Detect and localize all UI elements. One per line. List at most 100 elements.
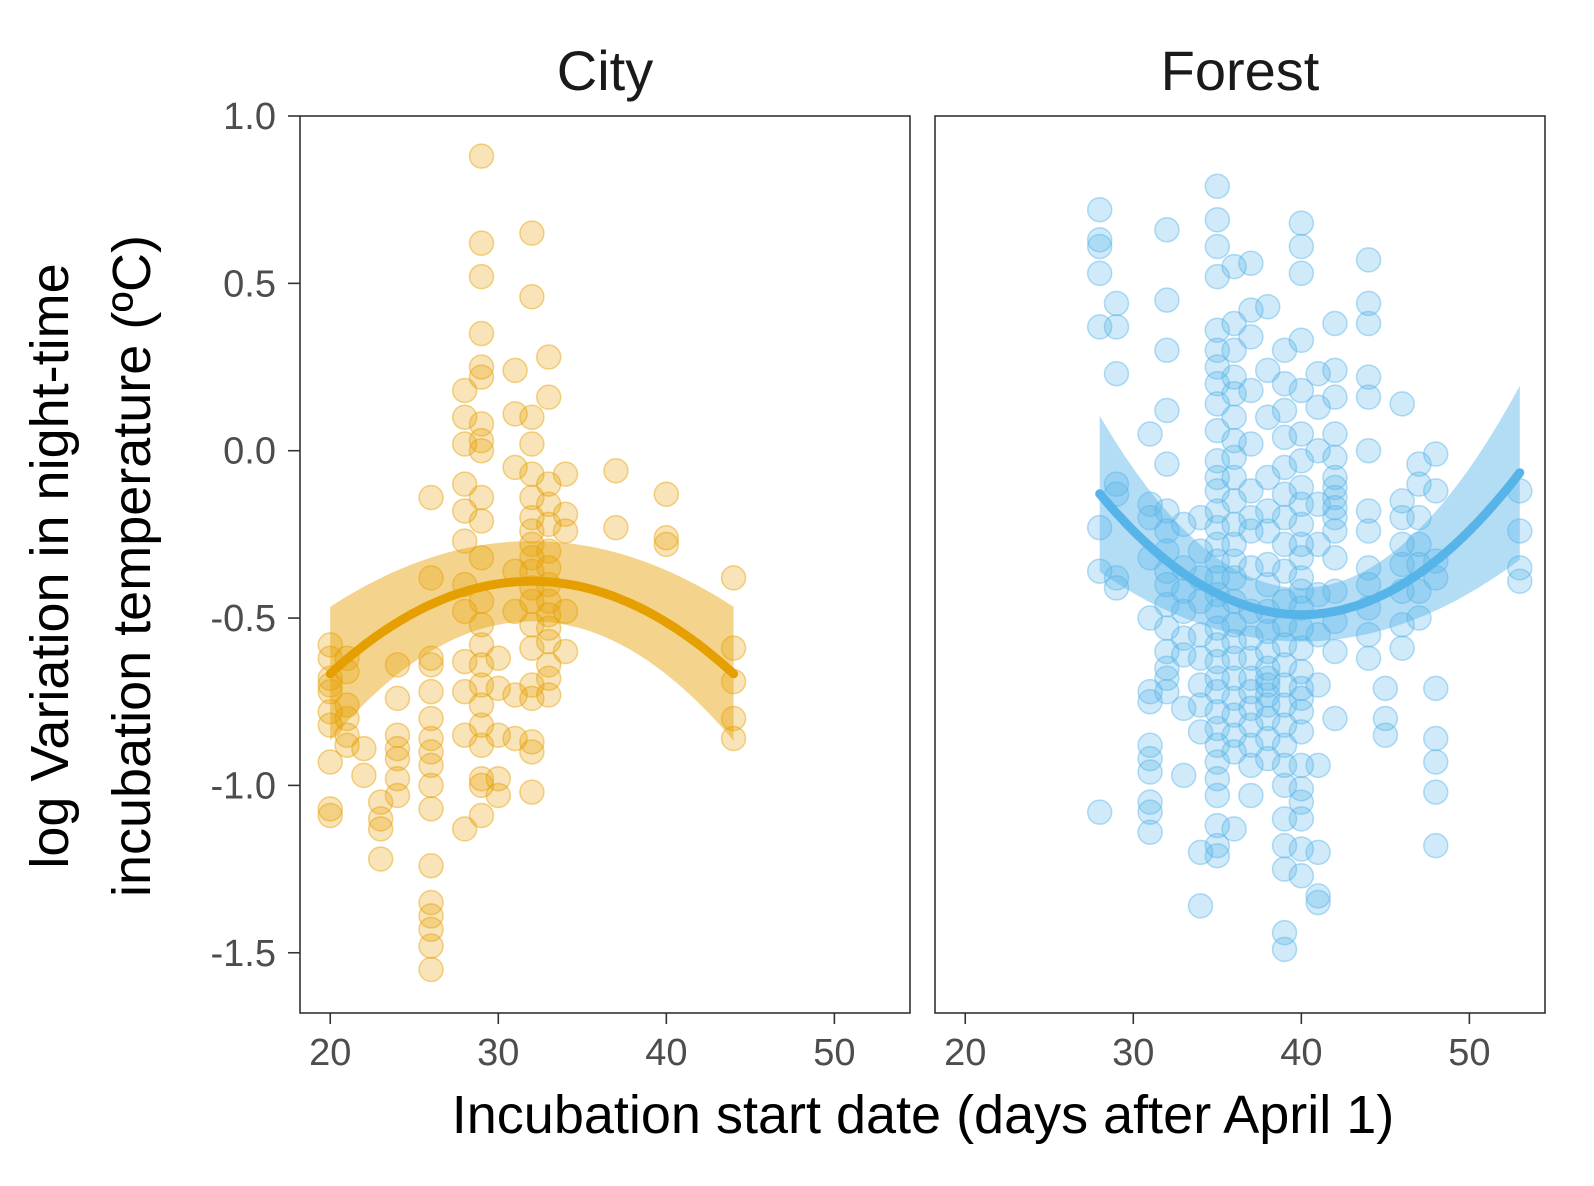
data-point	[535, 665, 562, 692]
data-point	[317, 712, 343, 738]
data-point	[1086, 514, 1113, 541]
data-point	[1389, 488, 1415, 514]
data-point	[1204, 548, 1231, 574]
data-point	[1204, 678, 1231, 705]
data-point	[317, 749, 343, 775]
data-point	[1271, 652, 1298, 678]
data-point	[351, 735, 377, 762]
data-point	[468, 611, 495, 638]
data-point	[468, 802, 495, 829]
data-point	[535, 652, 562, 678]
data-point	[451, 377, 478, 404]
data-point	[1406, 531, 1432, 558]
data-point	[468, 632, 495, 658]
x-tick-label: 50	[813, 1032, 855, 1074]
data-point	[1221, 337, 1247, 364]
data-point	[317, 632, 343, 658]
panel-city: City 20 30 40 50	[299, 39, 911, 1074]
data-point	[535, 384, 562, 410]
data-point	[1103, 290, 1130, 317]
data-point	[502, 401, 528, 427]
data-point	[1254, 672, 1281, 698]
data-point	[720, 565, 747, 591]
x-axis-title: Incubation start date (days after April …	[452, 1085, 1395, 1145]
data-point	[1238, 732, 1264, 758]
data-point	[1288, 806, 1315, 832]
data-point	[1238, 518, 1264, 544]
data-point	[1086, 260, 1113, 287]
data-point	[1322, 357, 1348, 384]
data-point	[1221, 565, 1247, 591]
data-point	[418, 772, 444, 799]
panel-frame-forest	[934, 115, 1546, 1014]
x-tick-label: 50	[1448, 1032, 1490, 1074]
data-point	[1221, 364, 1247, 390]
data-point	[1238, 625, 1264, 651]
data-point	[1187, 504, 1214, 531]
data-point	[1204, 478, 1231, 504]
data-point	[1288, 531, 1315, 558]
data-point	[468, 712, 495, 738]
data-point	[1271, 481, 1298, 507]
data-point	[1221, 722, 1247, 748]
data-point	[1204, 498, 1231, 524]
data-point	[1204, 173, 1231, 200]
data-point	[334, 732, 360, 758]
data-point	[1406, 471, 1432, 497]
data-point	[1288, 578, 1315, 605]
data-point	[502, 357, 528, 384]
data-point	[1170, 511, 1197, 538]
data-point	[1288, 210, 1315, 236]
data-point	[1204, 648, 1231, 675]
fit-curve-city	[325, 576, 739, 679]
data-point	[418, 796, 444, 822]
data-point	[519, 404, 545, 430]
data-point	[1221, 816, 1247, 842]
data-point	[451, 404, 478, 430]
data-point	[1305, 672, 1331, 698]
data-point	[451, 498, 478, 524]
data-point	[1355, 622, 1382, 648]
data-point	[1086, 233, 1113, 260]
data-point	[1288, 260, 1315, 287]
data-point	[1288, 545, 1315, 571]
y-axis-title: log Variation in night-time incubation t…	[20, 235, 162, 897]
data-point	[1288, 233, 1315, 260]
data-point	[1355, 247, 1382, 273]
data-point	[1288, 635, 1315, 661]
data-point	[1322, 484, 1348, 511]
data-point	[1305, 531, 1331, 558]
y-tick-label: -0.5	[211, 598, 276, 640]
data-point	[502, 682, 528, 708]
data-point	[535, 344, 562, 370]
data-point	[1170, 762, 1197, 789]
data-point	[1170, 625, 1197, 651]
data-point	[1170, 578, 1197, 605]
data-point	[367, 789, 394, 815]
data-point	[418, 652, 444, 678]
data-point	[535, 615, 562, 641]
data-point	[317, 699, 343, 725]
data-point	[1271, 672, 1298, 698]
data-points-city	[317, 143, 747, 983]
data-point	[1204, 632, 1231, 658]
data-point	[1238, 712, 1264, 738]
data-point	[1170, 598, 1197, 625]
data-point	[519, 739, 545, 765]
data-point	[653, 524, 680, 551]
data-point	[1187, 672, 1214, 698]
data-point	[485, 782, 512, 809]
data-point	[485, 675, 512, 702]
data-point	[451, 471, 478, 497]
data-point	[451, 528, 478, 554]
data-point	[1406, 578, 1432, 605]
data-point	[1423, 779, 1449, 805]
data-point	[519, 461, 545, 487]
data-point	[1238, 324, 1264, 350]
data-point	[468, 427, 495, 454]
data-point	[1288, 675, 1315, 702]
data-point	[1204, 464, 1231, 491]
y-tick-label: 0.0	[223, 431, 276, 473]
data-point	[451, 816, 478, 842]
data-point	[519, 431, 545, 457]
